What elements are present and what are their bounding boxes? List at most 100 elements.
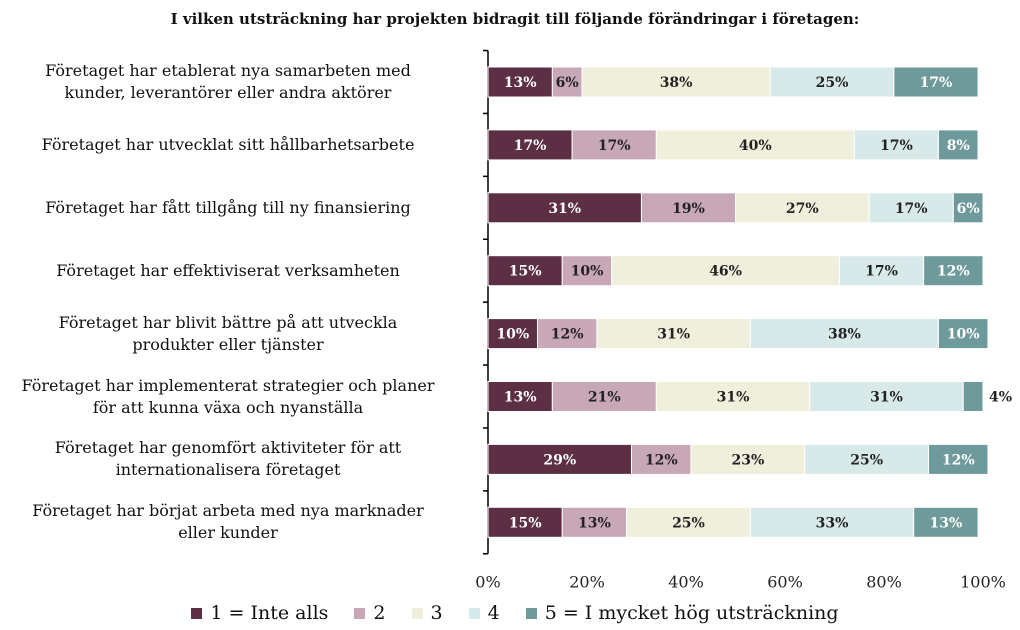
value-label: 25%	[672, 515, 705, 531]
value-label: 23%	[731, 452, 764, 468]
value-label: 10%	[496, 327, 529, 343]
bar-segment	[596, 318, 751, 350]
category-label: Företaget har blivit bättre på att utvec…	[58, 312, 398, 354]
bar-segment	[655, 381, 811, 412]
bar-segment	[952, 192, 984, 224]
bar-segment	[537, 318, 598, 350]
value-label: 25%	[816, 75, 849, 91]
value-label: 31%	[870, 390, 903, 406]
bar-segment	[487, 129, 573, 161]
value-label: 31%	[717, 390, 750, 406]
legend-item: 2	[354, 602, 386, 624]
bar-segment	[487, 66, 553, 98]
x-tick-label: 80%	[866, 573, 902, 592]
category-label: Företaget har implementerat strategier o…	[21, 375, 435, 417]
x-tick-label: 100%	[960, 573, 1006, 592]
legend-swatch	[525, 607, 537, 619]
bar-segment	[809, 381, 964, 412]
bar-segment	[487, 381, 553, 412]
bar-segment	[937, 129, 979, 161]
bar-segment	[487, 192, 642, 224]
bar-segment	[962, 381, 984, 412]
category-label: Företaget har etablerat nya samarbeten m…	[45, 61, 411, 102]
value-label: 8%	[947, 138, 970, 154]
value-label: 15%	[509, 515, 542, 531]
bar-segment	[655, 129, 855, 161]
value-label: 12%	[937, 264, 970, 280]
bar-segment	[487, 255, 563, 287]
value-label: 13%	[504, 75, 537, 91]
value-label: 6%	[957, 201, 980, 217]
bar-segment	[561, 255, 613, 287]
value-label: 6%	[556, 75, 579, 91]
value-label: 21%	[588, 390, 621, 406]
x-tick-label: 20%	[569, 573, 605, 592]
value-label: 17%	[895, 201, 928, 217]
bar-segment	[749, 506, 915, 538]
value-label: 31%	[548, 201, 581, 217]
bar-segment	[487, 318, 538, 350]
bar-segment	[735, 192, 870, 224]
legend-item: 5 = I mycket hög utsträckning	[525, 602, 839, 624]
category-label: Företaget har börjat arbeta med nya mark…	[32, 501, 424, 543]
value-label: 38%	[828, 327, 861, 343]
value-label: 13%	[578, 515, 611, 531]
value-label: 17%	[920, 75, 953, 91]
bar-segment	[913, 506, 979, 538]
bar-segment	[611, 255, 840, 287]
bar-segment	[923, 255, 984, 287]
value-label: 13%	[504, 390, 537, 406]
value-label: 19%	[672, 201, 705, 217]
value-label: 46%	[709, 264, 742, 280]
chart-title: I vilken utsträckning har projekten bidr…	[170, 10, 860, 28]
bar-segment	[937, 318, 989, 350]
bar-segment	[838, 255, 925, 287]
bar-segment	[769, 66, 895, 98]
bar-segment	[571, 129, 657, 161]
legend-item: 3	[411, 602, 443, 624]
value-label: 15%	[509, 264, 542, 280]
x-tick-label: 40%	[668, 573, 704, 592]
legend-swatch	[468, 607, 480, 619]
value-label: 17%	[598, 138, 631, 154]
value-label: 31%	[657, 327, 690, 343]
value-label: 13%	[929, 515, 962, 531]
legend-label: 5 = I mycket hög utsträckning	[544, 602, 839, 624]
legend-swatch	[411, 607, 423, 619]
value-label: 33%	[816, 515, 849, 531]
legend-label: 3	[430, 602, 443, 624]
value-label: 12%	[645, 452, 678, 468]
bar-segment	[581, 66, 771, 98]
category-label: Företaget har effektiviserat verksamhete…	[56, 260, 400, 280]
bar-segment	[551, 381, 657, 412]
value-label: 17%	[880, 138, 913, 154]
legend-swatch	[191, 607, 203, 619]
category-label: Företaget har utvecklat sitt hållbarhets…	[41, 134, 415, 154]
legend-item: 4	[468, 602, 500, 624]
bar-segment	[690, 443, 806, 475]
legend-label: 4	[487, 602, 500, 624]
bar-segment	[487, 443, 633, 475]
category-label: Företaget har genomfört aktiviteter för …	[54, 438, 402, 480]
bar-segment	[631, 443, 692, 475]
value-label: 12%	[942, 452, 975, 468]
bar-segment	[487, 506, 563, 538]
category-label: Företaget har fått tillgång till ny fina…	[45, 197, 411, 217]
bar-segment	[561, 506, 628, 538]
bar-segment	[853, 129, 939, 161]
value-label: 10%	[571, 264, 604, 280]
value-label: 29%	[543, 452, 576, 468]
legend-label: 1 = Inte alls	[210, 602, 329, 624]
x-tick-label: 60%	[767, 573, 803, 592]
legend-label: 2	[373, 602, 386, 624]
legend: 1 = Inte alls 2 3 4 5 = I mycket hög utsträc…	[0, 602, 1020, 624]
value-label: 12%	[551, 327, 584, 343]
value-label: 25%	[850, 452, 883, 468]
bar-segment	[893, 66, 979, 98]
value-label: 17%	[865, 264, 898, 280]
value-label: 40%	[739, 138, 772, 154]
legend-item: 1 = Inte alls	[191, 602, 328, 624]
x-tick-label: 0%	[475, 573, 500, 592]
